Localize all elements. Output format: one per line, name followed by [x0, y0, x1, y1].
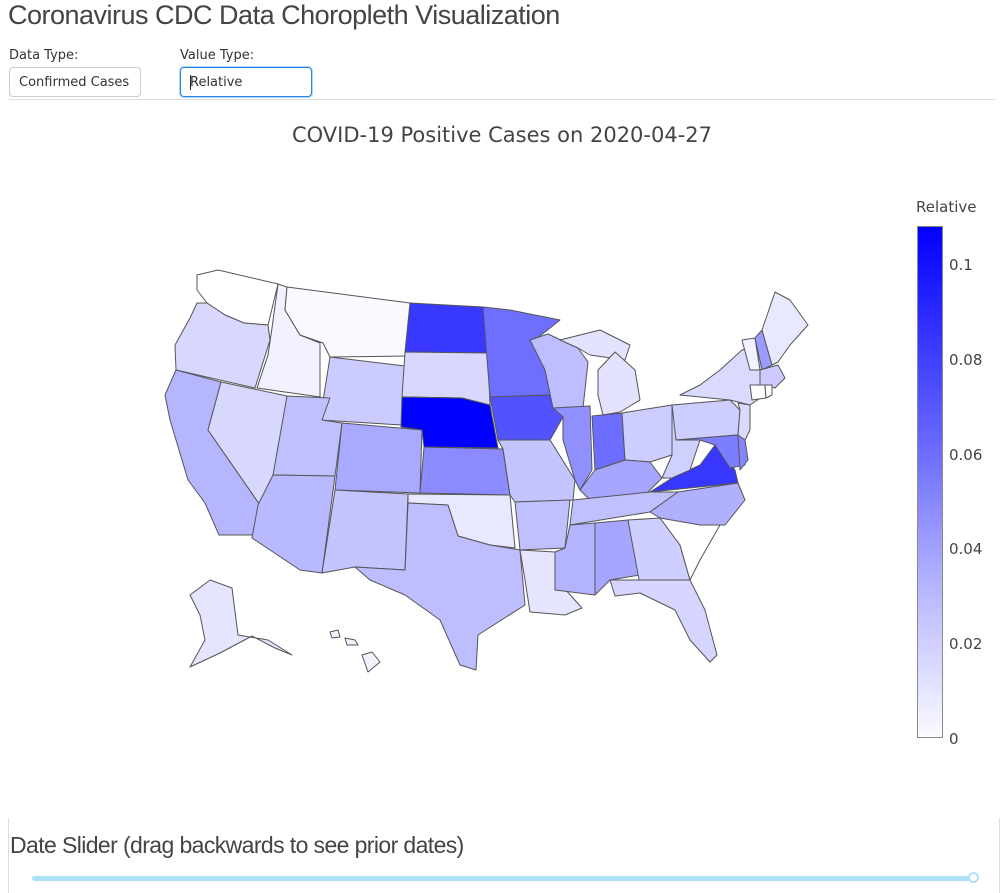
state-TX[interactable] [354, 502, 526, 671]
colorbar-tick: 0.08 [949, 351, 983, 369]
page-title: Coronavirus CDC Data Choropleth Visualiz… [8, 0, 560, 30]
state-MI[interactable] [559, 329, 631, 361]
data-type-dropdown[interactable]: Confirmed Cases [9, 67, 141, 97]
state-HI-maui[interactable] [344, 637, 359, 646]
state-HI[interactable] [361, 651, 381, 673]
state-AL[interactable] [594, 519, 641, 596]
state-HI-oahu[interactable] [329, 629, 341, 639]
state-KS[interactable] [419, 446, 511, 496]
state-WY[interactable] [319, 356, 406, 426]
state-MA[interactable] [759, 364, 786, 389]
state-AR[interactable] [514, 499, 571, 551]
date-slider-track[interactable] [32, 876, 974, 881]
colorbar-tick: 0.04 [949, 540, 983, 558]
states[interactable] [164, 269, 809, 673]
colorbar-tick: 0.06 [949, 446, 983, 464]
state-NC[interactable] [649, 482, 746, 526]
state-NM[interactable] [321, 489, 409, 574]
state-IA[interactable] [489, 394, 564, 441]
colorbar [917, 226, 943, 738]
data-type-label: Data Type: [9, 48, 79, 63]
state-CT[interactable] [749, 384, 767, 401]
value-type-label: Value Type: [180, 48, 255, 63]
colorbar-tick: 0 [949, 730, 959, 748]
state-DE[interactable] [737, 434, 749, 471]
slider-panel [8, 818, 1000, 893]
colorbar-tick: 0.02 [949, 635, 983, 653]
state-MI-lower[interactable] [597, 351, 641, 416]
slider-title: Date Slider (drag backwards to see prior… [10, 832, 464, 858]
state-ME[interactable] [761, 291, 809, 366]
state-IL[interactable] [552, 405, 593, 491]
state-FL[interactable] [609, 579, 718, 663]
data-type-value: Confirmed Cases [19, 75, 130, 90]
text-cursor [190, 75, 191, 90]
value-type-value: Relative [190, 75, 243, 90]
state-NJ[interactable] [737, 402, 751, 441]
state-AZ[interactable] [251, 474, 336, 574]
colorbar-tick: 0.1 [949, 256, 973, 274]
divider [8, 99, 996, 100]
date-slider-handle[interactable] [968, 872, 979, 883]
value-type-dropdown[interactable]: Relative [180, 67, 312, 97]
state-WI[interactable] [529, 333, 589, 409]
state-AK[interactable] [189, 579, 293, 668]
state-ND[interactable] [404, 302, 489, 354]
chart-title: COVID-19 Positive Cases on 2020-04-27 [291, 123, 713, 147]
state-RI[interactable] [764, 384, 773, 399]
state-MO[interactable] [497, 439, 576, 503]
state-CO[interactable] [334, 422, 423, 494]
state-PA[interactable] [671, 399, 741, 441]
colorbar-title: Relative [916, 198, 977, 216]
state-OH[interactable] [621, 404, 673, 463]
